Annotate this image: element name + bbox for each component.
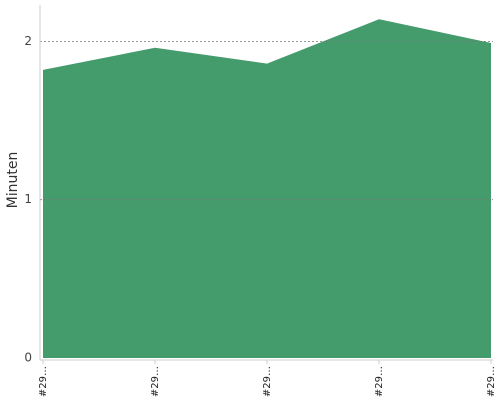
area	[43, 19, 491, 358]
x-tick-label: #29…	[374, 366, 385, 397]
x-tick-label: #29…	[38, 366, 49, 397]
y-axis-label: Minuten	[5, 152, 21, 209]
x-tick-label: #29…	[486, 366, 497, 397]
y-tick-label: 0	[24, 351, 32, 365]
x-tick-label: #29…	[150, 366, 161, 397]
y-tick-label: 1	[24, 192, 32, 206]
y-tick-label: 2	[24, 34, 32, 48]
x-tick-label: #29…	[262, 366, 273, 397]
